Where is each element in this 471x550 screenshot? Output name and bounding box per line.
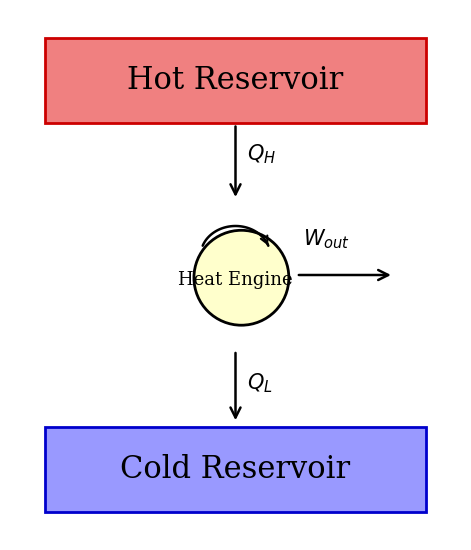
Text: $Q_L$: $Q_L$ <box>247 371 273 394</box>
FancyBboxPatch shape <box>45 427 426 512</box>
FancyBboxPatch shape <box>45 38 426 123</box>
Text: Heat Engine: Heat Engine <box>178 272 293 289</box>
Text: $W_{out}$: $W_{out}$ <box>303 227 350 250</box>
Text: $Q_H$: $Q_H$ <box>247 142 276 166</box>
Text: Cold Reservoir: Cold Reservoir <box>121 454 350 485</box>
Text: Hot Reservoir: Hot Reservoir <box>127 65 344 96</box>
Circle shape <box>194 230 289 325</box>
